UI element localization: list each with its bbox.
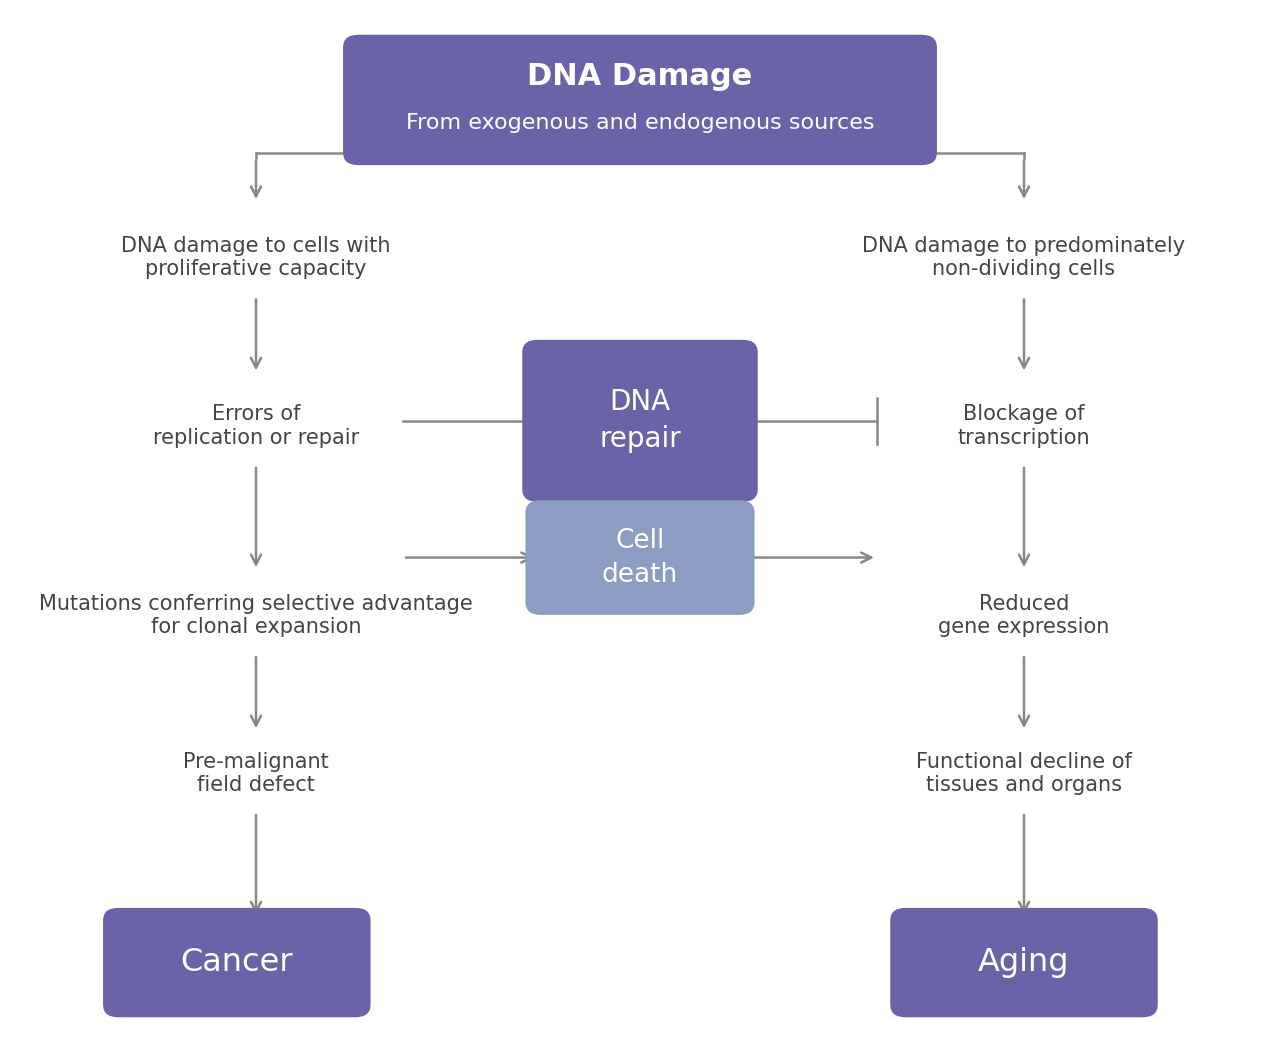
Text: DNA
repair: DNA repair — [599, 388, 681, 453]
Text: Reduced
gene expression: Reduced gene expression — [938, 593, 1110, 638]
Text: Aging: Aging — [978, 947, 1070, 978]
Text: From exogenous and endogenous sources: From exogenous and endogenous sources — [406, 113, 874, 134]
Text: Errors of
replication or repair: Errors of replication or repair — [152, 404, 360, 448]
Text: Cancer: Cancer — [180, 947, 293, 978]
FancyBboxPatch shape — [891, 908, 1158, 1017]
Text: Functional decline of
tissues and organs: Functional decline of tissues and organs — [916, 751, 1132, 795]
Text: Mutations conferring selective advantage
for clonal expansion: Mutations conferring selective advantage… — [40, 593, 472, 638]
Text: DNA damage to cells with
proliferative capacity: DNA damage to cells with proliferative c… — [122, 236, 390, 280]
Text: Cell
death: Cell death — [602, 527, 678, 588]
FancyBboxPatch shape — [104, 908, 371, 1017]
Text: Blockage of
transcription: Blockage of transcription — [957, 404, 1091, 448]
Text: DNA damage to predominately
non-dividing cells: DNA damage to predominately non-dividing… — [863, 236, 1185, 280]
FancyBboxPatch shape — [343, 35, 937, 165]
Text: Pre-malignant
field defect: Pre-malignant field defect — [183, 751, 329, 795]
Text: DNA Damage: DNA Damage — [527, 62, 753, 92]
FancyBboxPatch shape — [522, 340, 758, 502]
FancyBboxPatch shape — [525, 501, 755, 614]
